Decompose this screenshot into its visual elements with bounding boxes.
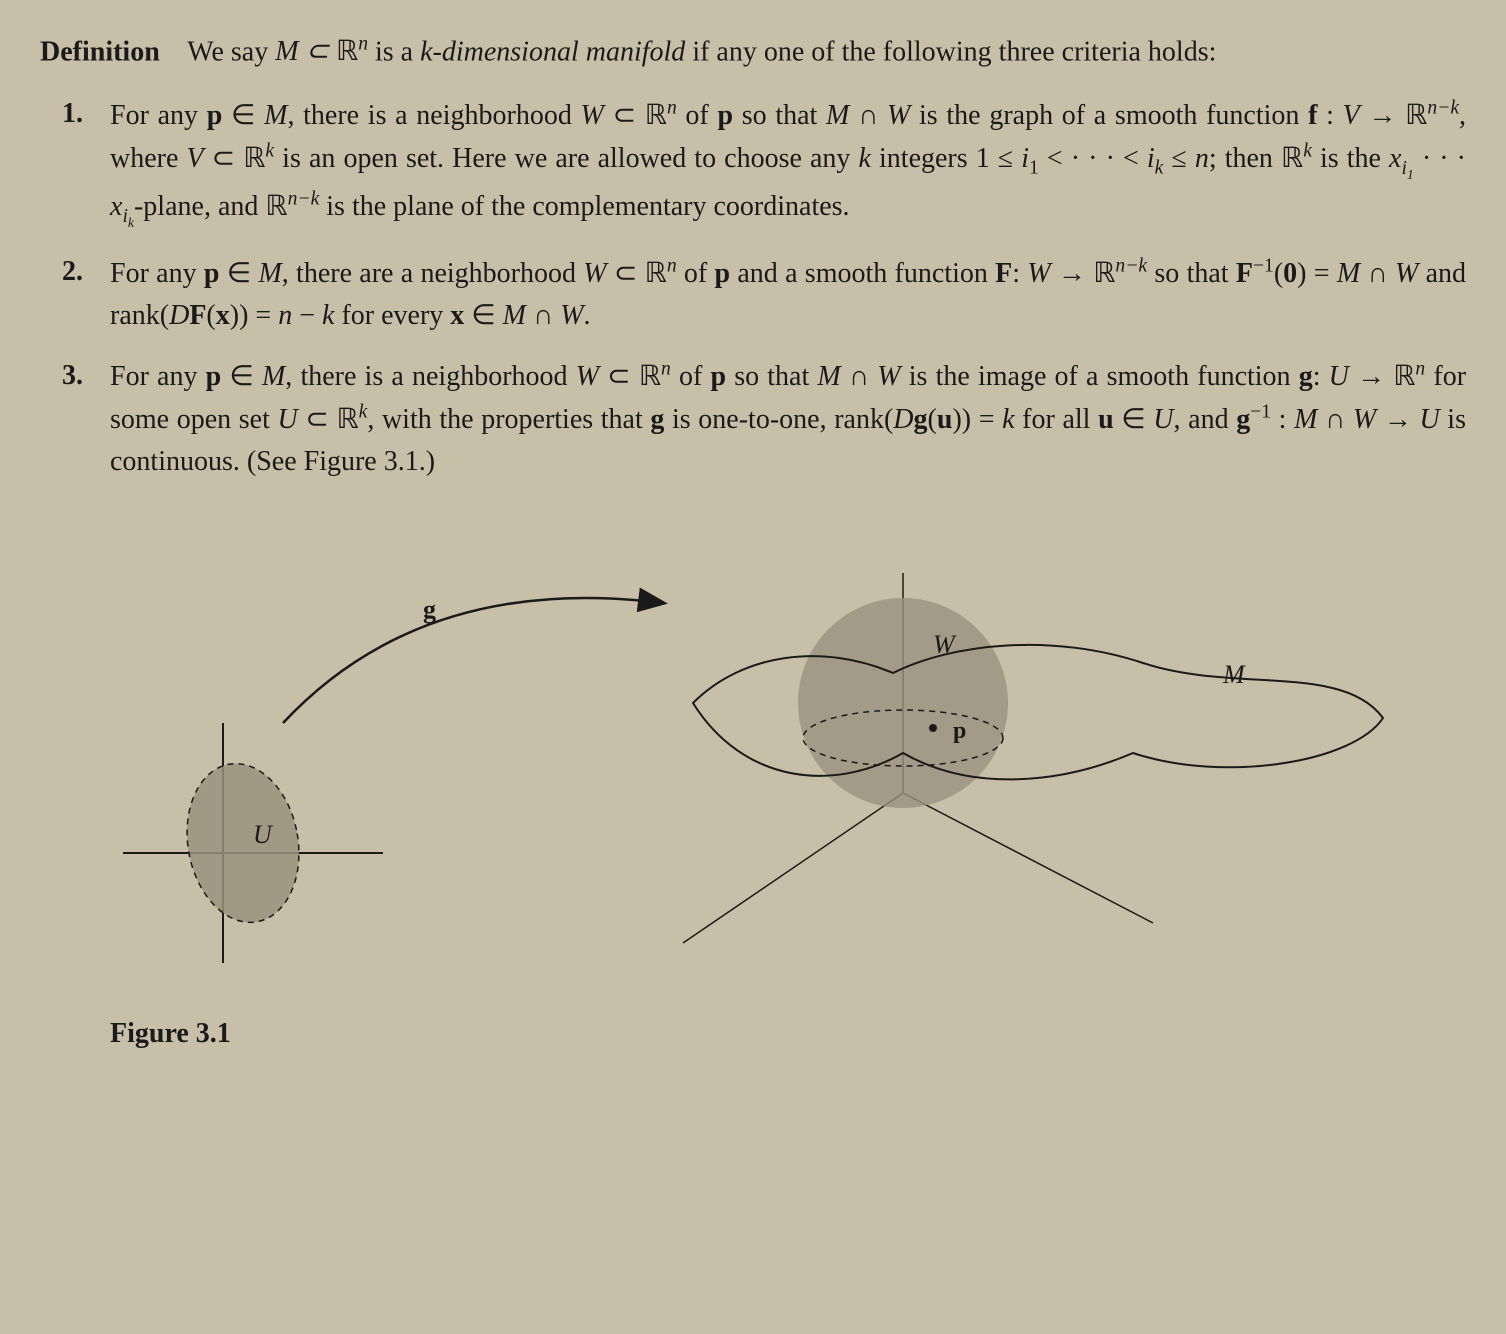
list-item-2: 2. For any p ∈ M, there are a neighborho… (110, 251, 1466, 336)
definition-text-2: is a (375, 36, 420, 67)
definition-italic-term: k-dimensional manifold (420, 36, 685, 67)
definition-text-3: if any one of the following three criter… (692, 36, 1216, 67)
definition-label: Definition (40, 36, 160, 67)
figure-container: Ug p W M (40, 543, 1466, 983)
figure-caption: Figure 3.1 (40, 1013, 1466, 1055)
svg-text:p: p (953, 718, 966, 744)
figure-diagram: Ug p W M (103, 543, 1403, 983)
definition-math-1: M ⊂ ℝn (275, 36, 368, 67)
list-number-2: 2. (62, 251, 83, 293)
criteria-list: 1. For any p ∈ M, there is a neighborhoo… (40, 93, 1466, 483)
list-content-3: For any p ∈ M, there is a neighborhood W… (110, 361, 1466, 477)
definition-paragraph: Definition We say M ⊂ ℝn is a k-dimensio… (40, 30, 1466, 73)
list-item-3: 3. For any p ∈ M, there is a neighborhoo… (110, 355, 1466, 484)
list-content-1: For any p ∈ M, there is a neighborhood W… (110, 100, 1466, 223)
list-number-3: 3. (62, 355, 83, 397)
svg-text:M: M (1222, 660, 1246, 689)
list-content-2: For any p ∈ M, there are a neighborhood … (110, 258, 1466, 331)
svg-text:W: W (933, 630, 957, 659)
svg-text:g: g (423, 595, 436, 624)
definition-text-1: We say (187, 36, 275, 67)
list-number-1: 1. (62, 93, 83, 135)
svg-text:U: U (253, 820, 274, 849)
list-item-1: 1. For any p ∈ M, there is a neighborhoo… (110, 93, 1466, 233)
